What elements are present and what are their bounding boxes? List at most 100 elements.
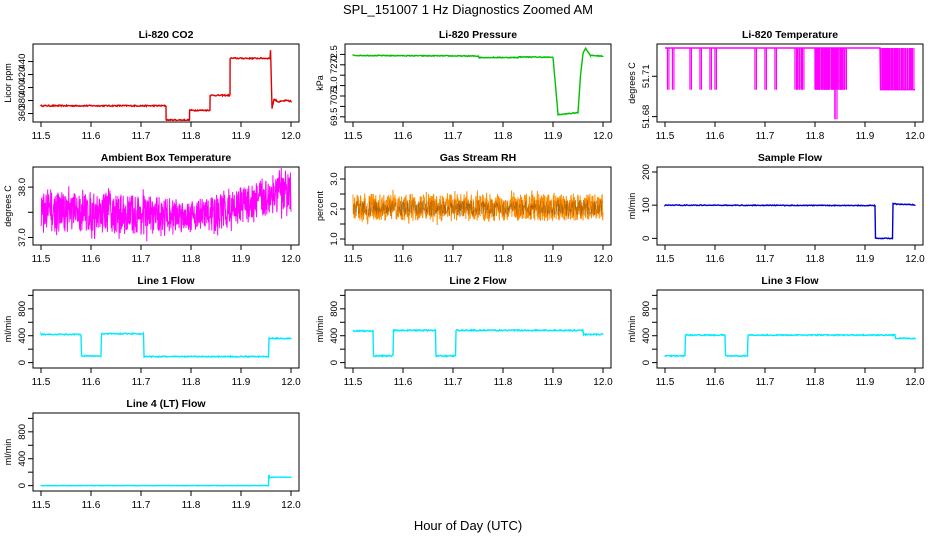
y-tick-label: 360 [17, 106, 28, 122]
panel-frame [656, 166, 924, 246]
x-tick-label: 11.5 [656, 254, 675, 265]
y-tick-label: 0 [329, 360, 340, 365]
x-tick-label: 11.8 [182, 254, 201, 265]
x-tick-label: 11.5 [32, 377, 51, 388]
x-axis-label: Hour of Day (UTC) [413, 518, 523, 533]
y-axis-label: Licor ppm [3, 63, 13, 103]
x-tick-label: 11.6 [394, 131, 413, 142]
x-tick-label: 12.0 [593, 254, 613, 265]
y-tick-label: 800 [641, 301, 652, 317]
y-tick-label: 71.0 [329, 76, 340, 95]
y-tick-label: 400 [17, 80, 28, 96]
panel-title: Li-820 Pressure [439, 29, 517, 41]
x-tick-label: 12.0 [281, 377, 301, 388]
x-tick-label: 12.0 [281, 500, 301, 511]
y-tick-label: 420 [17, 67, 28, 83]
x-tick-label: 11.6 [82, 131, 101, 142]
panel-title: Li-820 Temperature [742, 29, 838, 41]
x-tick-label: 11.6 [394, 254, 413, 265]
y-tick-label: 2.0 [329, 202, 340, 215]
y-tick-label: 400 [329, 328, 340, 344]
x-tick-label: 11.9 [856, 377, 875, 388]
x-tick-label: 11.9 [856, 131, 875, 142]
x-tick-label: 11.7 [132, 254, 151, 265]
x-tick-label: 11.9 [856, 254, 875, 265]
x-tick-label: 11.6 [394, 377, 413, 388]
y-axis-label: ml/min [3, 439, 13, 466]
panel-frame [32, 412, 300, 492]
x-tick-label: 11.5 [344, 131, 363, 142]
x-tick-label: 11.7 [132, 131, 151, 142]
x-tick-label: 11.9 [544, 131, 563, 142]
y-tick-label: 100 [641, 197, 652, 213]
panel-2: Li-820 Pressure 11.5 11.6 11.7 11.8 11.9 12.0 6… [315, 29, 613, 142]
y-tick-label: 0 [641, 236, 652, 241]
x-tick-label: 11.7 [444, 377, 463, 388]
y-axis-label: ml/min [315, 316, 325, 343]
series-line [352, 328, 604, 358]
x-tick-label: 11.9 [232, 500, 251, 511]
panel-9: Line 3 Flow 11.5 11.6 11.7 11.8 11.9 12.0 0 400 8… [627, 275, 925, 388]
panel-frame [656, 43, 924, 123]
y-tick-label: 400 [17, 451, 28, 467]
y-axis-label: ml/min [627, 193, 637, 220]
y-tick-label: 400 [641, 328, 652, 344]
panel-title: Ambient Box Temperature [101, 152, 232, 164]
x-tick-label: 11.7 [132, 500, 151, 511]
y-tick-label: 0 [17, 483, 28, 488]
x-tick-label: 11.6 [706, 131, 725, 142]
panel-frame [32, 43, 300, 123]
series-3 [665, 47, 915, 120]
panel-title: Line 3 Flow [761, 275, 819, 287]
panel-title: Li-820 CO2 [139, 29, 194, 41]
panel-frame [32, 289, 300, 369]
panel-title: Line 4 (LT) Flow [126, 398, 206, 410]
x-tick-label: 11.7 [756, 377, 775, 388]
x-tick-label: 11.8 [494, 254, 513, 265]
y-axis-label: kPa [315, 75, 325, 91]
panel-4: Ambient Box Temperature 11.5 11.6 11.7 11.8 1… [3, 152, 301, 265]
x-tick-label: 11.8 [806, 254, 825, 265]
x-tick-label: 12.0 [593, 377, 613, 388]
series-line [664, 333, 916, 358]
y-tick-label: 69.5 [329, 108, 340, 127]
y-tick-label: 380 [17, 93, 28, 109]
x-tick-label: 11.7 [444, 131, 463, 142]
series-6 [664, 202, 916, 240]
x-tick-label: 11.8 [494, 377, 513, 388]
series-5 [352, 189, 604, 226]
series-9 [664, 333, 916, 358]
y-axis-label: ml/min [3, 316, 13, 343]
y-axis-label: percent [315, 190, 325, 221]
series-1 [40, 50, 292, 121]
x-tick-label: 11.7 [132, 377, 151, 388]
y-tick-label: 1.0 [329, 232, 340, 245]
series-line [40, 168, 292, 242]
panel-frame [344, 43, 612, 123]
series-texture [352, 199, 604, 217]
series-4 [40, 168, 292, 242]
x-tick-label: 11.6 [82, 377, 101, 388]
panel-frame [32, 166, 300, 246]
x-tick-label: 11.8 [494, 131, 513, 142]
x-tick-label: 11.5 [344, 377, 363, 388]
panel-frame [656, 289, 924, 369]
y-tick-label: 72.0 [329, 56, 340, 75]
y-axis-label: degrees C [3, 185, 13, 227]
y-tick-label: 200 [641, 164, 652, 180]
x-tick-label: 12.0 [905, 377, 925, 388]
series-2 [352, 46, 604, 116]
x-tick-label: 11.6 [82, 500, 101, 511]
y-tick-label: 3.0 [329, 172, 340, 185]
y-tick-label: 800 [17, 301, 28, 317]
y-tick-label: 51.71 [641, 64, 652, 88]
x-tick-label: 11.8 [806, 131, 825, 142]
y-axis-label: ml/min [627, 316, 637, 343]
x-tick-label: 11.6 [706, 377, 725, 388]
y-tick-label: 800 [17, 424, 28, 440]
y-tick-label: 400 [17, 328, 28, 344]
panel-frame [344, 166, 612, 246]
panel-8: Line 2 Flow 11.5 11.6 11.7 11.8 11.9 12.0 0 400 8… [315, 275, 613, 388]
